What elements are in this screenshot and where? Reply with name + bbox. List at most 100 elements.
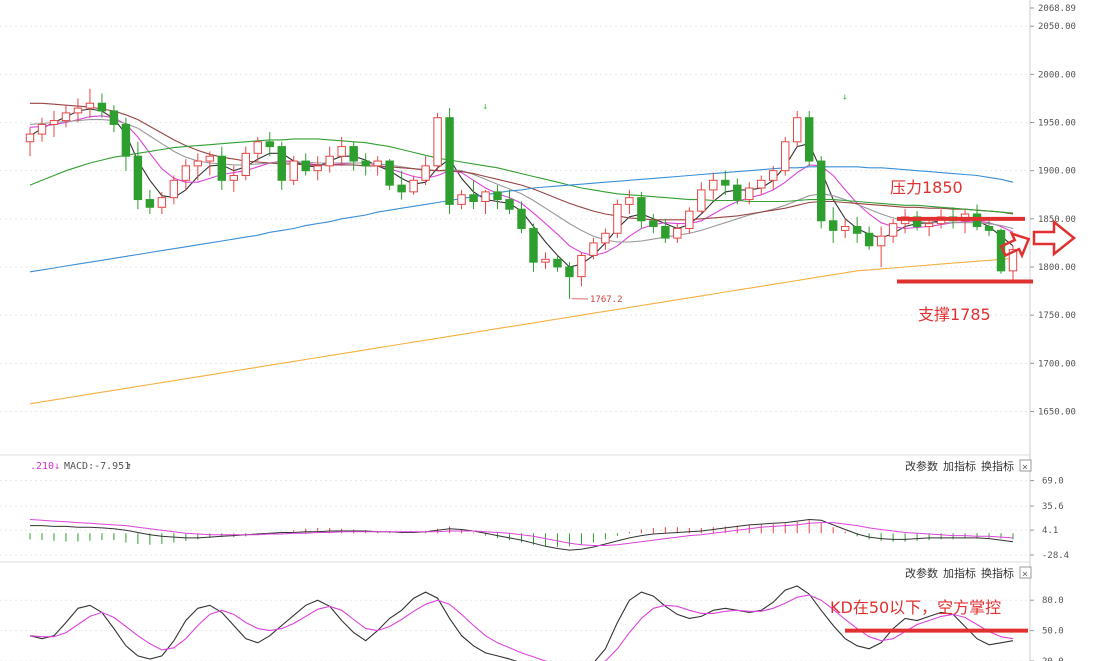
candle-body: [876, 235, 886, 247]
candle-body: [181, 165, 191, 181]
candle: [397, 170, 406, 200]
candle-body: [121, 123, 131, 157]
candle-body: [25, 133, 35, 143]
candle-body: [157, 197, 167, 208]
candle-body: [864, 232, 874, 247]
y-tick-label: 1650.00: [1038, 407, 1076, 417]
candle-body: [888, 223, 898, 237]
candle-body: [325, 155, 334, 167]
candle-body: [289, 160, 298, 181]
candle-body: [541, 258, 550, 263]
candle-body: [697, 189, 706, 212]
candle: [601, 228, 610, 250]
kd-y-tick-label: 20.0: [1042, 657, 1064, 661]
candle: [852, 216, 862, 243]
candle: [301, 153, 310, 176]
candle: [145, 189, 155, 215]
candle-body: [840, 226, 850, 231]
candle-body: [169, 179, 179, 199]
candle-body: [193, 160, 203, 167]
candle-body: [109, 110, 119, 125]
candle: [529, 223, 538, 272]
candle-body: [85, 102, 95, 109]
kd-close-box[interactable]: [1019, 566, 1032, 579]
candle-body: [793, 117, 802, 143]
candle: [888, 218, 898, 243]
candle-body: [637, 197, 646, 222]
y-tick-label: 1750.00: [1038, 311, 1076, 321]
candle: [73, 98, 83, 123]
candle-body: [481, 191, 490, 202]
candle: [781, 136, 790, 176]
candle-body: [421, 165, 430, 181]
candle: [864, 226, 874, 250]
macd-add-indicator-button[interactable]: 加指标: [943, 459, 976, 473]
candle-body: [397, 184, 406, 193]
candle-body: [733, 184, 742, 201]
y-tick-label: 2000.00: [1038, 70, 1076, 80]
candle-body: [49, 120, 59, 125]
candle-body: [493, 191, 502, 201]
price-candles: [25, 88, 1018, 299]
candle-body: [649, 220, 658, 228]
moving-average-line-7: [29, 257, 1014, 405]
candle: [325, 146, 334, 173]
candle-body: [721, 179, 730, 186]
candle: [984, 220, 994, 237]
candle-body: [73, 107, 83, 114]
candle-body: [469, 194, 478, 202]
candle: [577, 252, 586, 287]
price-y-axis: 2068.89 2050.00 2000.00 1950.00 1900.00 1850.…: [0, 0, 1076, 661]
macd-change-params-button[interactable]: 改参数: [905, 459, 938, 473]
candle-body: [349, 146, 358, 162]
macd-line-2: [29, 519, 1014, 546]
y-tick-label: 1700.00: [1038, 359, 1076, 369]
candle-body: [804, 117, 814, 162]
macd-close-icon[interactable]: ×: [1022, 462, 1028, 473]
candle-body: [613, 203, 622, 234]
candle-body: [205, 155, 215, 162]
candle: [61, 105, 71, 128]
candle: [217, 146, 227, 190]
kd-switch-indicator-button[interactable]: 换指标: [981, 566, 1014, 580]
candle-body: [709, 179, 718, 191]
candle: [229, 165, 239, 192]
candle: [745, 182, 754, 205]
candle-body: [553, 258, 562, 268]
candle: [769, 165, 778, 190]
macd-switch-indicator-button[interactable]: 换指标: [981, 459, 1014, 473]
candle: [697, 182, 706, 215]
candle-body: [337, 146, 346, 157]
candle-body: [924, 223, 934, 228]
candle-body: [816, 160, 826, 222]
candle-body: [133, 155, 143, 201]
candle: [421, 156, 430, 186]
candle-body: [517, 208, 526, 229]
candle: [481, 189, 490, 215]
candle: [169, 175, 179, 205]
candle: [193, 153, 203, 181]
candle-body: [277, 146, 286, 181]
candle: [205, 151, 215, 176]
moving-average-line-6: [29, 166, 1014, 273]
candle: [25, 127, 35, 157]
candle-body: [433, 117, 442, 167]
kd-change-params-button[interactable]: 改参数: [905, 566, 938, 580]
candle: [721, 170, 730, 195]
y-tick-label: 2068.89: [1038, 4, 1076, 14]
macd-y-tick-label: 69.0: [1042, 477, 1064, 487]
kd-close-icon[interactable]: ×: [1022, 569, 1028, 580]
kd-add-indicator-button[interactable]: 加指标: [943, 566, 976, 580]
price-grid: [0, 25, 1030, 412]
macd-panel: 69.0 35.6 4.1 -28.4: [0, 477, 1069, 561]
macd-close-box[interactable]: [1019, 459, 1032, 472]
kd-y-tick-label: 80.0: [1042, 596, 1064, 606]
candle: [433, 112, 442, 171]
candle: [637, 191, 646, 229]
right-arrow-icon: [1032, 219, 1077, 257]
candle-body: [769, 170, 778, 181]
candle: [313, 156, 322, 181]
candle: [613, 199, 622, 239]
candle: [85, 88, 95, 118]
